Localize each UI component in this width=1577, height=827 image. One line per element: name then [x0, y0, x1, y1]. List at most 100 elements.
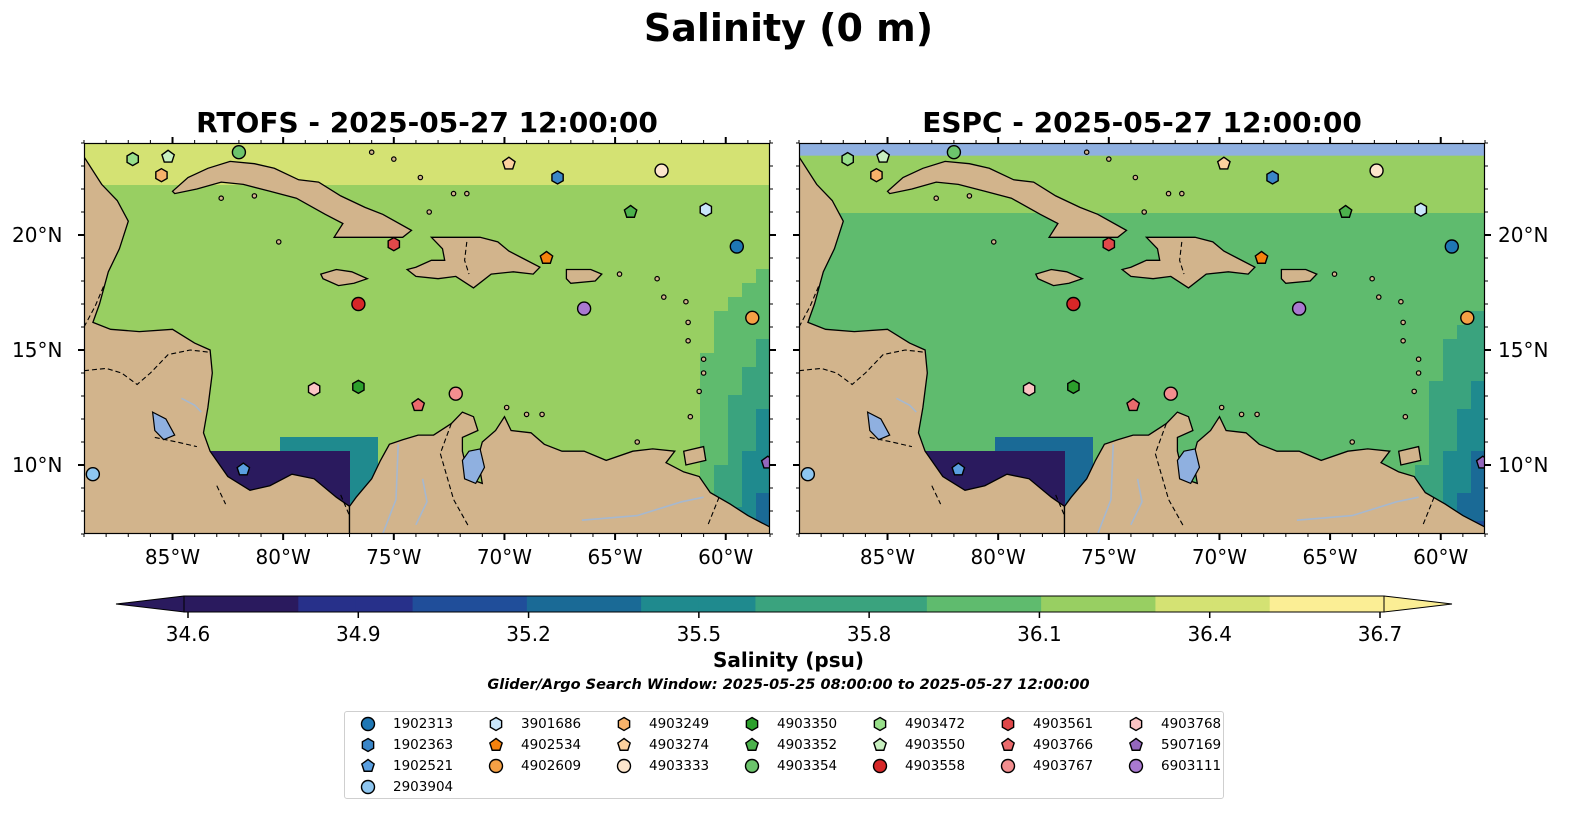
field-cell	[897, 157, 912, 172]
field-cell	[1107, 199, 1122, 214]
field-cell	[1429, 395, 1444, 410]
field-cell	[1317, 171, 1332, 186]
field-cell	[168, 199, 183, 214]
float-4903472	[841, 151, 855, 167]
field-cell	[308, 283, 323, 298]
field-cell	[939, 213, 954, 228]
field-cell	[883, 283, 898, 298]
field-cell	[1457, 297, 1472, 312]
field-cell	[700, 269, 715, 284]
legend-item: 4903767	[999, 756, 1093, 776]
field-cell	[1331, 185, 1346, 200]
field-cell	[925, 227, 940, 242]
field-cell	[1457, 339, 1472, 354]
field-cell	[841, 213, 856, 228]
field-cell	[420, 409, 435, 424]
field-cell	[546, 367, 561, 382]
field-cell	[238, 283, 253, 298]
field-cell	[1359, 353, 1374, 368]
small-island	[687, 413, 694, 420]
field-cell	[953, 297, 968, 312]
field-cell	[336, 451, 351, 466]
field-cell	[1093, 283, 1108, 298]
field-cell	[1331, 157, 1346, 172]
field-cell	[280, 283, 295, 298]
colorbar-frame	[183, 595, 1385, 613]
field-cell	[392, 269, 407, 284]
field-cell	[742, 227, 757, 242]
field-cell	[1415, 185, 1430, 200]
field-cell	[364, 395, 379, 410]
field-cell	[1317, 395, 1332, 410]
field-cell	[336, 157, 351, 172]
map-frame	[83, 142, 771, 535]
field-cell	[967, 367, 982, 382]
field-cell	[490, 381, 505, 396]
field-cell	[911, 269, 926, 284]
field-cell	[1359, 437, 1374, 452]
field-cell	[1303, 157, 1318, 172]
country-border	[216, 485, 227, 505]
lake-maracaibo	[1176, 448, 1201, 485]
field-cell	[658, 367, 673, 382]
small-island	[634, 439, 641, 445]
field-cell	[1443, 437, 1458, 452]
field-cell	[981, 381, 996, 396]
field-cell	[364, 241, 379, 256]
field-cell	[1289, 339, 1304, 354]
field-cell	[1051, 367, 1066, 382]
field-cell	[756, 171, 770, 186]
field-cell	[210, 339, 225, 354]
field-cell	[1163, 171, 1178, 186]
field-cell	[252, 283, 267, 298]
field-cell	[995, 325, 1010, 340]
field-cell	[953, 325, 968, 340]
field-cell	[574, 283, 589, 298]
field-cell	[574, 325, 589, 340]
field-cell	[1373, 325, 1388, 340]
field-cell	[546, 311, 561, 326]
field-cell	[658, 381, 673, 396]
field-cell	[1429, 465, 1444, 480]
colorbar-segment	[1269, 596, 1328, 612]
field-cell	[364, 269, 379, 284]
field-cell	[532, 171, 547, 186]
field-cell	[1107, 325, 1122, 340]
field-cell	[1317, 255, 1332, 270]
field-cell	[1051, 353, 1066, 368]
legend-item: 4903558	[871, 756, 965, 776]
field-cell	[378, 283, 393, 298]
field-cell	[1261, 395, 1276, 410]
field-cell	[406, 409, 421, 424]
field-cell	[1303, 339, 1318, 354]
country-border	[931, 485, 942, 505]
float-1902521	[236, 462, 251, 476]
field-cell	[364, 409, 379, 424]
field-cell	[1205, 325, 1220, 340]
legend-item: 4903766	[999, 735, 1093, 755]
field-cell	[1471, 157, 1485, 172]
field-cell	[336, 297, 351, 312]
field-cell	[336, 395, 351, 410]
field-cell	[728, 479, 743, 494]
field-cell	[1443, 185, 1458, 200]
field-cell	[742, 241, 757, 256]
field-cell	[1359, 213, 1374, 228]
field-cell	[1275, 157, 1290, 172]
field-cell	[1471, 269, 1485, 284]
field-cell	[406, 311, 421, 326]
field-cell	[1205, 367, 1220, 382]
field-cell	[308, 157, 323, 172]
field-cell	[1009, 353, 1024, 368]
field-cell	[1289, 353, 1304, 368]
field-cell	[855, 185, 870, 200]
small-island	[1238, 411, 1245, 418]
small-island	[660, 294, 667, 300]
field-cell	[1401, 213, 1416, 228]
field-cell	[1289, 381, 1304, 396]
field-cell	[883, 297, 898, 312]
field-cell	[1023, 353, 1038, 368]
field-cell	[827, 283, 842, 298]
field-cell	[532, 241, 547, 256]
field-cell	[238, 297, 253, 312]
